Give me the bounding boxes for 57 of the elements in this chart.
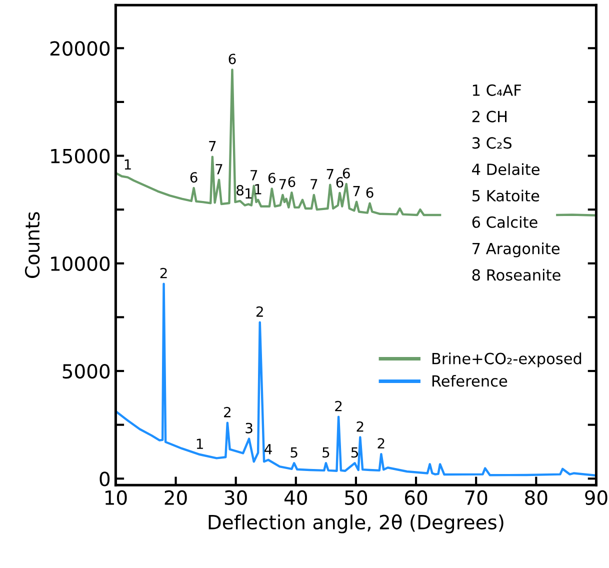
- annotation: 6: [342, 168, 350, 178]
- y-tick-label: 0: [100, 472, 110, 486]
- annotation: 3: [246, 422, 252, 434]
- annotation: 7: [326, 169, 334, 180]
- annotation: 1: [255, 184, 262, 194]
- legend-label: Reference: [432, 374, 508, 387]
- annotation: 6: [228, 54, 236, 64]
- annotation: 6: [288, 176, 296, 188]
- annotation: 5: [322, 447, 330, 458]
- x-axis-title: Deflection angle, 2θ (Degrees): [208, 514, 504, 534]
- annotation: 2: [256, 306, 263, 317]
- annotation: 7: [250, 170, 258, 180]
- x-tick-label: 40: [284, 490, 307, 505]
- annotation: 7: [353, 186, 360, 196]
- annotation: 5: [290, 447, 298, 458]
- annotation: 6: [366, 187, 374, 198]
- annotation: 8: [236, 184, 244, 196]
- annotation: 6: [336, 177, 344, 188]
- annotation: 4: [264, 444, 272, 454]
- y-tick-label: 10000: [51, 256, 110, 272]
- annotation: 6 Calcite: [472, 216, 538, 228]
- annotation: 2: [378, 438, 384, 448]
- x-tick-label: 70: [465, 490, 488, 505]
- annotation: 2: [224, 406, 230, 418]
- y-tick-label: 20000: [50, 41, 110, 56]
- x-tick-label: 50: [345, 490, 368, 505]
- annotation: 6: [268, 172, 276, 184]
- x-tick-label: 20: [164, 490, 187, 505]
- x-tick-label: 80: [525, 490, 548, 505]
- annotation: 1 C₄AF: [472, 84, 521, 96]
- annotation: 7: [310, 179, 318, 190]
- y-tick-label: 5000: [62, 364, 110, 379]
- annotation: 1: [124, 159, 131, 170]
- annotation: 1: [246, 188, 252, 199]
- x-tick-label: 10: [105, 490, 127, 505]
- annotation: 3 C₂S: [472, 137, 512, 149]
- annotation: 2: [356, 421, 364, 432]
- legend-label: Brine+CO₂-exposed: [432, 352, 582, 368]
- x-tick-label: 60: [405, 490, 428, 505]
- annotation: 2 CH: [472, 110, 507, 122]
- y-tick-label: 15000: [51, 148, 110, 164]
- y-axis-title: Counts: [24, 212, 40, 278]
- annotation: 5 Katoite: [472, 190, 540, 202]
- annotation: 5: [351, 447, 358, 458]
- annotation: 7: [209, 141, 216, 152]
- annotation: 8 Roseanite: [472, 268, 560, 281]
- annotation: 4 Delaite: [472, 163, 540, 176]
- annotation: 2: [335, 400, 342, 412]
- line-series: [116, 282, 596, 476]
- annotation: 7: [279, 179, 286, 190]
- annotation: 6: [190, 172, 198, 183]
- x-tick-label: 30: [224, 490, 247, 505]
- annotation: 1: [196, 438, 203, 449]
- annotation: 2: [160, 268, 167, 278]
- x-tick-label: 90: [585, 490, 608, 505]
- annotation: 7 Aragonite: [472, 242, 560, 258]
- annotation: 7: [216, 164, 222, 174]
